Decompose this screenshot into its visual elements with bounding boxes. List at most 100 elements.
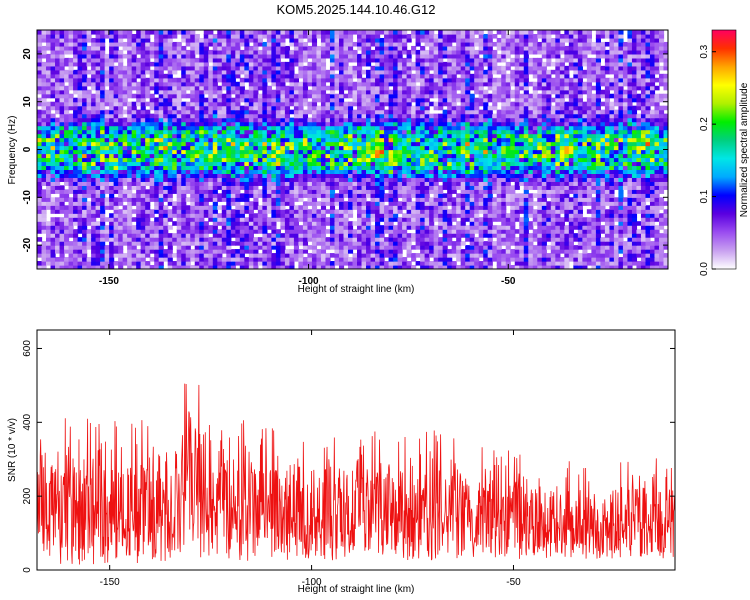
heatmap-cell (357, 121, 363, 127)
heatmap-cell (64, 197, 70, 202)
heatmap-cell (379, 237, 385, 242)
heatmap-cell (546, 225, 552, 230)
heatmap-cell (176, 257, 182, 262)
heatmap-cell (375, 193, 381, 198)
heatmap-cell (118, 189, 124, 194)
heatmap-cell (402, 117, 408, 123)
heatmap-cell (145, 165, 151, 171)
heatmap-cell (158, 153, 164, 159)
heatmap-cell (411, 185, 417, 190)
heatmap-cell (663, 261, 668, 266)
heatmap-cell (375, 157, 381, 163)
heatmap-cell (136, 141, 142, 147)
heatmap-cell (59, 117, 65, 123)
heatmap-cell (289, 225, 295, 230)
heatmap-cell (289, 205, 295, 210)
heatmap-cell (230, 257, 236, 262)
heatmap-cell (555, 249, 561, 254)
heatmap-cell (95, 265, 101, 269)
heatmap-cell (311, 181, 318, 186)
heatmap-cell (649, 205, 656, 210)
heatmap-cell (442, 133, 448, 139)
heatmap-cell (438, 225, 444, 230)
heatmap-cell (77, 189, 83, 194)
heatmap-cell (136, 157, 142, 163)
heatmap-cell (163, 149, 169, 155)
heatmap-cell (604, 129, 611, 135)
heatmap-cell (248, 149, 254, 155)
heatmap-cell (442, 217, 448, 222)
heatmap-cell (311, 137, 318, 143)
heatmap-cell (510, 197, 516, 202)
heatmap-cell (496, 201, 502, 206)
heatmap-cell (212, 221, 218, 226)
heatmap-cell (514, 121, 520, 127)
heatmap-cell (104, 225, 110, 230)
heatmap-cell (640, 229, 647, 234)
heatmap-cell (505, 197, 511, 202)
heatmap-cell (465, 165, 471, 171)
heatmap-cell (496, 165, 502, 171)
heatmap-cell (415, 229, 421, 234)
heatmap-cell (136, 237, 142, 242)
heatmap-cell (411, 153, 417, 159)
heatmap-cell (541, 201, 547, 206)
heatmap-cell (645, 217, 651, 222)
heatmap-cell (631, 249, 638, 254)
heatmap-cell (370, 181, 376, 186)
heatmap-cell (316, 193, 322, 198)
heatmap-cell (640, 121, 647, 127)
heatmap-cell (140, 237, 146, 242)
heatmap-cell (325, 197, 331, 202)
heatmap-cell (595, 173, 601, 178)
heatmap-cell (519, 153, 525, 159)
heatmap-cell (384, 265, 390, 269)
heatmap-cell (366, 221, 372, 226)
heatmap-cell (375, 185, 381, 190)
heatmap-cell (514, 213, 520, 218)
heatmap-cell (334, 253, 340, 258)
heatmap-cell (230, 161, 236, 167)
heatmap-cell (104, 233, 110, 238)
heatmap-cell (266, 137, 272, 143)
heatmap-cell (537, 137, 543, 143)
heatmap-cell (483, 177, 489, 182)
heatmap-cell (523, 213, 529, 218)
heatmap-cell (370, 129, 376, 135)
heatmap-cell (384, 249, 390, 254)
heatmap-cell (564, 185, 570, 190)
heatmap-cell (329, 145, 336, 151)
heatmap-cell (618, 245, 624, 250)
heatmap-cell (248, 161, 254, 167)
heatmap-cell (280, 141, 286, 147)
heatmap-cell (469, 201, 475, 206)
heatmap-cell (636, 149, 642, 155)
heatmap-cell (86, 245, 92, 250)
heatmap-cell (501, 261, 507, 266)
heatmap-cell (86, 117, 92, 123)
heatmap-cell (248, 201, 254, 206)
heatmap-cell (370, 153, 376, 159)
heatmap-cell (334, 197, 340, 202)
heatmap-cell (109, 121, 115, 127)
heatmap-cell (338, 181, 345, 186)
heatmap-cell (113, 185, 119, 190)
heatmap-cell (532, 201, 538, 206)
heatmap-cell (154, 137, 160, 143)
heatmap-cell (559, 245, 565, 250)
heatmap-cell (649, 145, 656, 151)
heatmap-cell (379, 125, 385, 131)
heatmap-cell (429, 153, 435, 159)
heatmap-cell (460, 173, 466, 178)
heatmap-cell (208, 209, 214, 214)
heatmap-cell (181, 173, 187, 178)
heatmap-cell (613, 241, 620, 246)
heatmap-cell (487, 213, 493, 218)
heatmap-cell (658, 241, 665, 246)
heatmap-cell (474, 201, 480, 206)
heatmap-cell (275, 177, 281, 182)
heatmap-cell (289, 229, 295, 234)
heatmap-cell (280, 189, 286, 194)
heatmap-cell (640, 241, 647, 246)
heatmap-cell (379, 157, 385, 163)
